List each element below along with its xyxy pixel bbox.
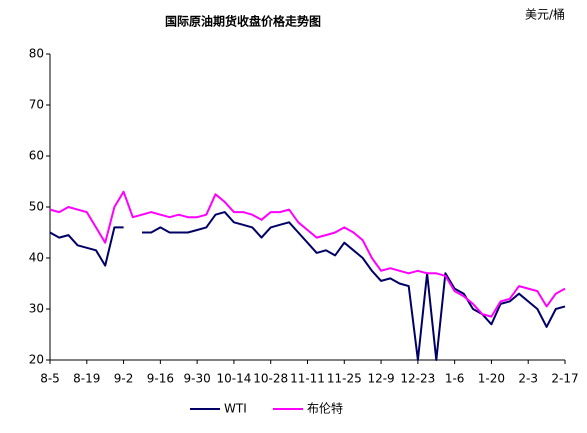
x-tick-label: 9-30 xyxy=(184,372,211,386)
x-tick-label: 10-14 xyxy=(216,372,251,386)
y-tick-label: 20 xyxy=(29,353,44,367)
y-tick-label: 60 xyxy=(29,149,44,163)
x-tick-label: 12-9 xyxy=(367,372,394,386)
series-line xyxy=(49,211,566,361)
y-tick-label: 50 xyxy=(29,200,44,214)
series-line xyxy=(49,190,566,318)
y-unit: 美元/桶 xyxy=(525,7,565,22)
y-tick-label: 70 xyxy=(29,98,44,112)
x-tick-label: 8-19 xyxy=(73,372,100,386)
x-tick-label: 2-3 xyxy=(518,372,538,386)
x-tick-label: 1-6 xyxy=(445,372,465,386)
x-tick-label: 12-23 xyxy=(400,372,435,386)
legend-label: WTI xyxy=(224,402,247,416)
x-tick-label: 9-2 xyxy=(114,372,134,386)
y-tick-label: 40 xyxy=(29,251,44,265)
x-tick-label: 11-11 xyxy=(290,372,325,386)
chart-title: 国际原油期货收盘价格走势图 xyxy=(165,14,321,29)
x-tick-label: 8-5 xyxy=(40,372,60,386)
x-tick-label: 11-25 xyxy=(327,372,362,386)
y-tick-label: 30 xyxy=(29,302,44,316)
x-tick-label: 10-28 xyxy=(253,372,288,386)
legend-label: 布伦特 xyxy=(307,401,343,416)
x-tick-label: 1-20 xyxy=(478,372,505,386)
y-tick-label: 80 xyxy=(29,47,44,61)
x-tick-label: 9-16 xyxy=(147,372,174,386)
x-tick-label: 2-17 xyxy=(551,372,578,386)
